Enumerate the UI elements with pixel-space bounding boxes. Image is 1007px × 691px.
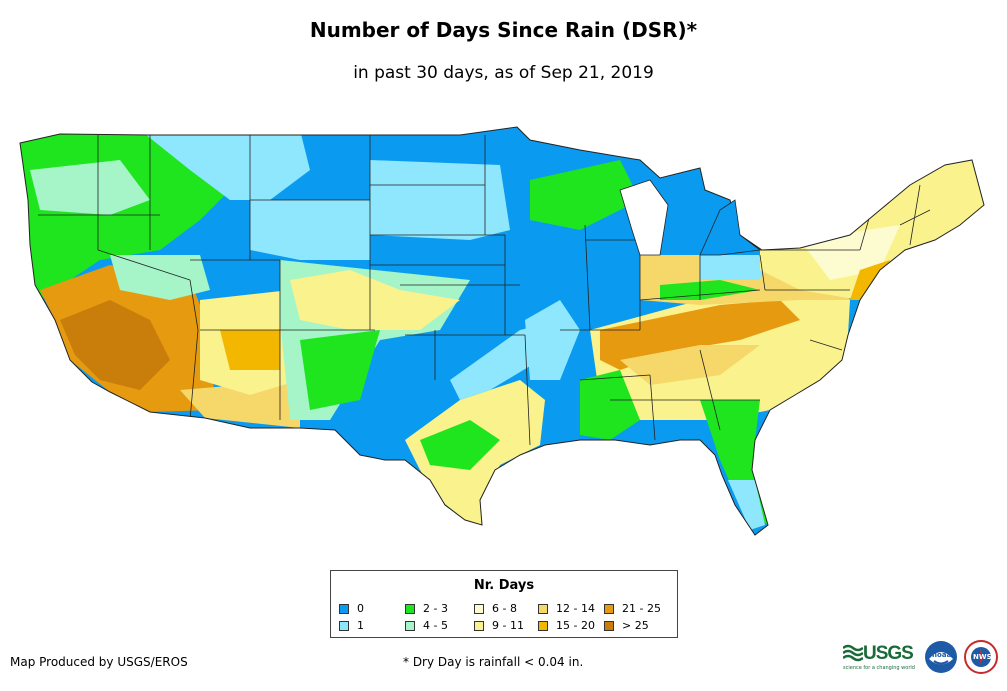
legend-swatch [339,620,349,631]
legend-swatch [604,620,614,631]
legend-item-5: 9 - 11 [474,619,524,632]
map-title: Number of Days Since Rain (DSR)* [309,18,698,42]
legend-swatch [405,603,415,614]
legend-swatch [405,620,415,631]
legend-swatch [604,603,614,614]
noaa-emblem-icon [925,641,957,673]
map-subtitle: in past 30 days, as of Sep 21, 2019 [353,63,654,83]
legend-item-4: 6 - 8 [474,602,517,615]
legend-item-0: 0 [339,602,364,615]
legend-item-7: 15 - 20 [538,619,595,632]
legend-swatch [339,603,349,614]
usgs-wave-icon [843,644,863,662]
dry-day-note: * Dry Day is rainfall < 0.04 in. [403,655,584,669]
legend-item-6: 12 - 14 [538,602,595,615]
legend-label: 2 - 3 [423,602,448,615]
legend-item-9: > 25 [604,619,649,632]
legend-label: 21 - 25 [622,602,661,615]
usgs-wordmark: USGS [863,643,914,664]
legend-item-3: 4 - 5 [405,619,448,632]
map-credit: Map Produced by USGS/EROS [10,655,188,669]
nws-logo: NWS [964,640,998,674]
nws-emblem-icon [964,640,998,674]
legend-swatch [538,603,548,614]
usgs-tagline: science for a changing world [843,665,915,671]
legend-title: Nr. Days [473,578,535,593]
legend-swatch [474,603,484,614]
legend-label: 0 [357,602,364,615]
legend-label: 1 [357,619,364,632]
legend-label: > 25 [622,619,649,632]
legend-label: 4 - 5 [423,619,448,632]
legend-item-1: 1 [339,619,364,632]
legend-swatch [474,620,484,631]
legend-label: 9 - 11 [492,619,524,632]
nws-wordmark: NWS [973,653,992,661]
legend-label: 15 - 20 [556,619,595,632]
legend-swatch [538,620,548,631]
legend-item-8: 21 - 25 [604,602,661,615]
us-dsr-map [19,126,985,536]
legend-label: 12 - 14 [556,602,595,615]
noaa-logo: noaa [924,640,958,674]
legend-item-2: 2 - 3 [405,602,448,615]
legend-label: 6 - 8 [492,602,517,615]
usgs-logo: USGS science for a changing world [843,642,917,674]
legend: Nr. Days 0 1 2 - 3 4 - 5 6 - 8 9 - 11 12… [330,570,678,638]
noaa-wordmark: noaa [932,651,952,659]
